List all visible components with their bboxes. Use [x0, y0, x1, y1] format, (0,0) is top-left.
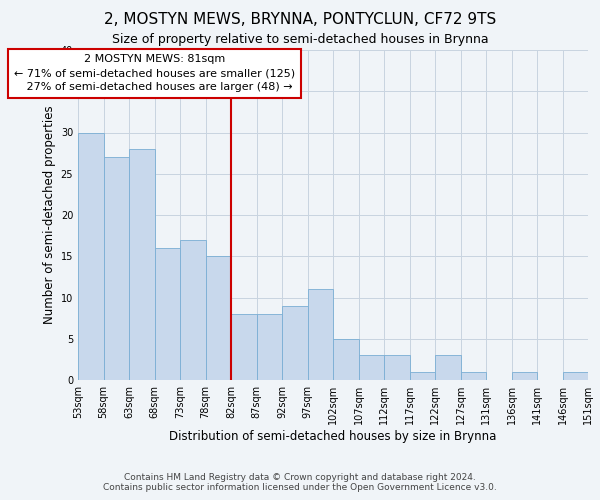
- Bar: [282, 306, 308, 380]
- Bar: [308, 289, 333, 380]
- Bar: [180, 240, 205, 380]
- Text: 2 MOSTYN MEWS: 81sqm
← 71% of semi-detached houses are smaller (125)
   27% of s: 2 MOSTYN MEWS: 81sqm ← 71% of semi-detac…: [14, 54, 295, 92]
- Bar: [511, 372, 537, 380]
- Y-axis label: Number of semi-detached properties: Number of semi-detached properties: [43, 106, 56, 324]
- Text: 2, MOSTYN MEWS, BRYNNA, PONTYCLUN, CF72 9TS: 2, MOSTYN MEWS, BRYNNA, PONTYCLUN, CF72 …: [104, 12, 496, 28]
- Bar: [231, 314, 257, 380]
- Bar: [384, 355, 409, 380]
- Bar: [461, 372, 486, 380]
- Bar: [78, 132, 104, 380]
- Bar: [205, 256, 231, 380]
- Bar: [155, 248, 180, 380]
- Bar: [129, 149, 155, 380]
- Bar: [257, 314, 282, 380]
- Bar: [104, 157, 129, 380]
- Bar: [409, 372, 435, 380]
- Bar: [563, 372, 588, 380]
- X-axis label: Distribution of semi-detached houses by size in Brynna: Distribution of semi-detached houses by …: [169, 430, 497, 443]
- Text: Size of property relative to semi-detached houses in Brynna: Size of property relative to semi-detach…: [112, 32, 488, 46]
- Bar: [333, 339, 359, 380]
- Text: Contains HM Land Registry data © Crown copyright and database right 2024.
Contai: Contains HM Land Registry data © Crown c…: [103, 473, 497, 492]
- Bar: [435, 355, 461, 380]
- Bar: [359, 355, 384, 380]
